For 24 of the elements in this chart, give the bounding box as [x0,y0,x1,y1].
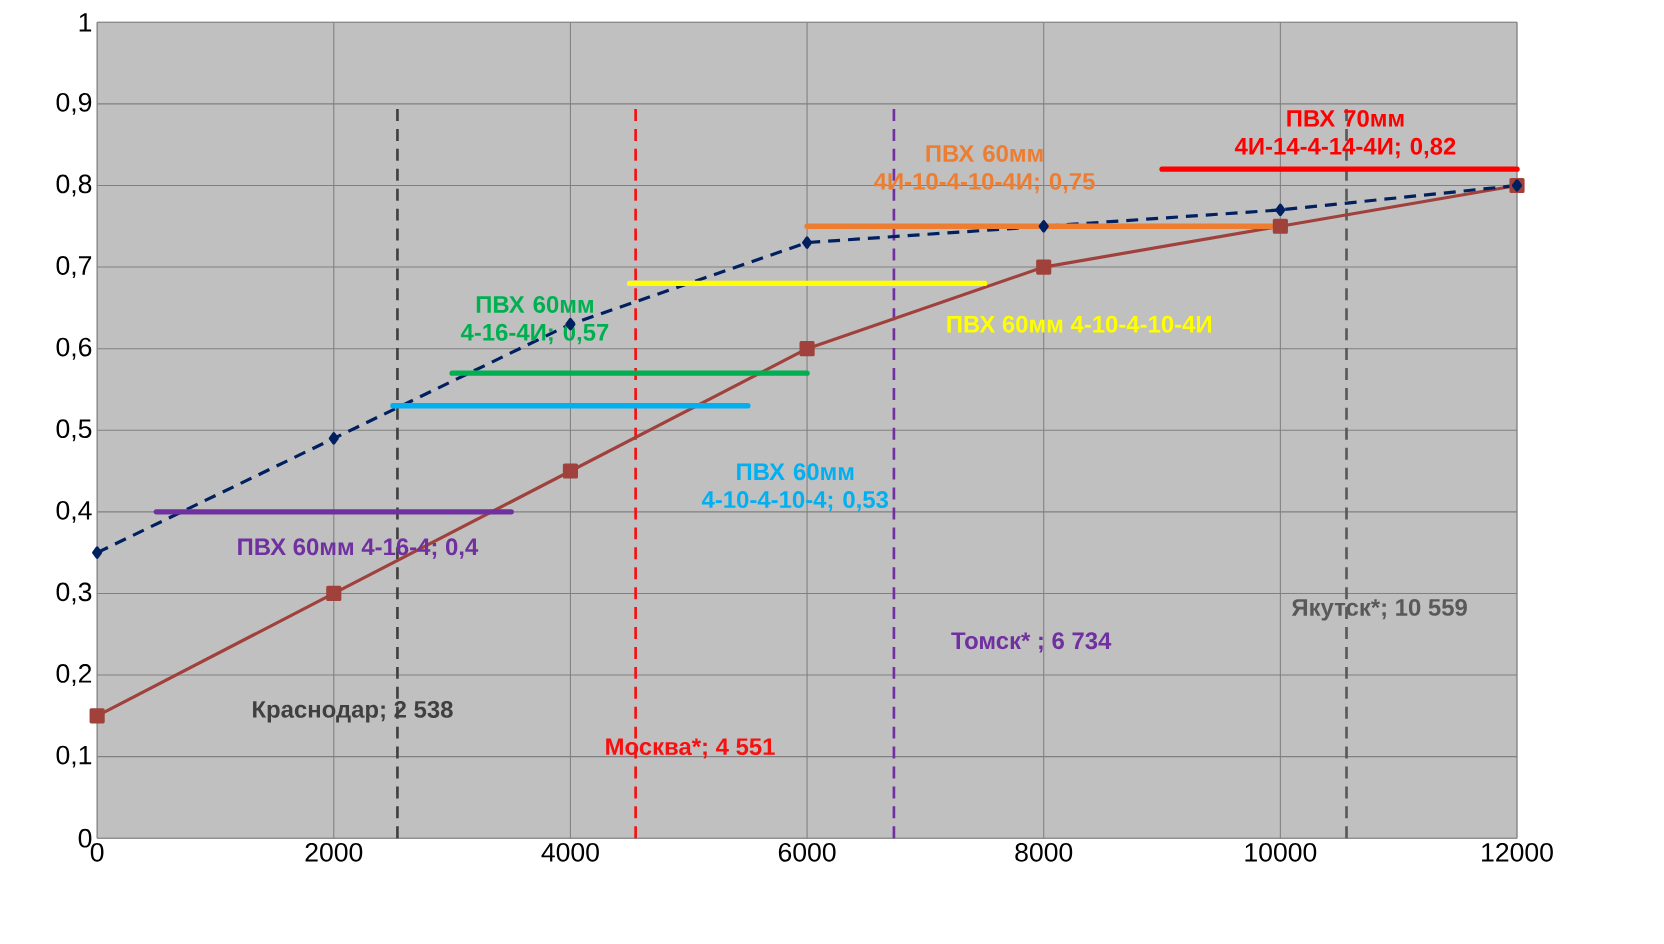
y-tick-label: 0,5 [56,419,92,442]
series-label: ПВХ 60мм 4И-10-4-10-4И; 0,75 [874,144,1095,194]
series-label: ПВХ 70мм 4И-14-4-14-4И; 0,82 [1234,109,1456,159]
x-tick-label: 2000 [305,842,363,862]
text: ПВХ 60мм 4-10-4-10-4; 0,53 [701,463,889,512]
y-tick-label: 0,3 [56,582,92,605]
series-label: ПВХ 60мм 4-10-4-10-4И [947,315,1211,333]
y-tick-label: 0,8 [56,174,92,197]
x-tick-label: 8000 [1015,842,1073,862]
y-tick-label: 0,9 [56,92,92,115]
ref-line-label: Якутск*; 10 559 [1291,598,1467,621]
y-tick-label: 0,7 [56,256,92,279]
y-tick-label: 0,1 [56,745,92,768]
y-tick-label: 0,2 [56,664,92,686]
y-tick-label: 0 [78,828,92,848]
x-tick-label: 4000 [541,842,599,862]
ref-line-label: Москва*; 4 551 [606,738,775,759]
x-tick-label: 12000 [1482,842,1553,862]
x-tick-label: 6000 [778,842,836,862]
y-tick-label: 0,6 [56,337,92,360]
ref-line-label: Томск* ; 6 734 [951,632,1112,653]
y-tick-label: 1 [79,13,92,32]
y-tick-label: 0,4 [56,500,92,523]
x-tick-label: 10000 [1245,842,1317,862]
